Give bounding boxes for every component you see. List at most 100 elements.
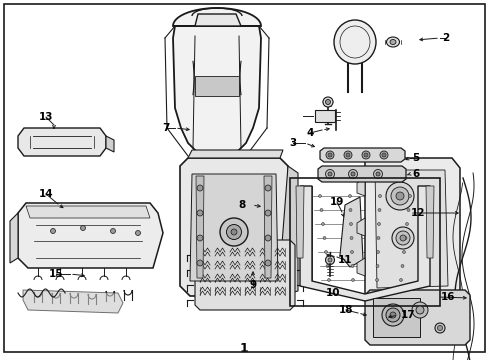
Polygon shape [23,290,123,313]
Text: 10: 10 [325,288,340,298]
Text: 1: 1 [239,342,248,355]
Ellipse shape [226,225,241,239]
Ellipse shape [349,222,352,225]
Ellipse shape [377,208,380,212]
Ellipse shape [325,151,333,159]
Ellipse shape [399,279,402,282]
Polygon shape [10,213,18,263]
Ellipse shape [402,251,405,253]
Ellipse shape [348,170,357,179]
Ellipse shape [351,279,354,282]
Ellipse shape [361,151,369,159]
Polygon shape [364,158,459,306]
Ellipse shape [434,323,444,333]
Ellipse shape [343,151,351,159]
Ellipse shape [381,153,385,157]
Polygon shape [187,150,283,158]
Ellipse shape [389,312,395,318]
Polygon shape [317,166,405,182]
Ellipse shape [403,237,406,239]
Text: 18: 18 [338,305,352,315]
Text: 17: 17 [400,310,414,320]
Polygon shape [264,176,271,278]
Text: 8: 8 [238,200,245,210]
Ellipse shape [327,258,331,262]
Ellipse shape [346,153,349,157]
Text: 11: 11 [337,255,351,265]
Ellipse shape [197,260,203,266]
Ellipse shape [375,279,378,282]
Ellipse shape [349,237,352,239]
Ellipse shape [323,237,325,239]
Ellipse shape [385,182,413,210]
Polygon shape [372,298,419,337]
Ellipse shape [325,99,330,104]
Ellipse shape [197,235,203,241]
Text: 14: 14 [39,189,53,199]
Ellipse shape [376,237,379,239]
Text: 16: 16 [440,292,454,302]
Ellipse shape [379,151,387,159]
Text: 19: 19 [329,197,344,207]
Ellipse shape [264,185,270,191]
Polygon shape [356,218,364,236]
Ellipse shape [318,194,321,198]
Ellipse shape [327,153,331,157]
Ellipse shape [378,194,381,198]
Ellipse shape [406,208,409,212]
Ellipse shape [348,194,351,198]
Ellipse shape [373,170,382,179]
Polygon shape [195,76,239,96]
Ellipse shape [220,218,247,246]
Ellipse shape [325,256,334,265]
Polygon shape [319,148,404,162]
Ellipse shape [415,306,423,314]
Polygon shape [195,240,294,310]
Ellipse shape [333,20,375,64]
Polygon shape [278,166,297,296]
Text: 12: 12 [410,208,425,218]
Ellipse shape [327,172,331,176]
Ellipse shape [437,325,442,330]
Ellipse shape [405,222,407,225]
Ellipse shape [350,251,353,253]
Polygon shape [18,128,106,156]
Text: 5: 5 [411,153,419,163]
Polygon shape [106,136,114,152]
Ellipse shape [324,251,327,253]
Text: 9: 9 [249,280,256,290]
Polygon shape [364,290,469,345]
Polygon shape [295,186,304,258]
Ellipse shape [135,230,140,235]
Polygon shape [299,186,429,301]
Ellipse shape [377,222,380,225]
Text: 13: 13 [39,112,53,122]
Ellipse shape [230,229,237,235]
Text: 6: 6 [411,169,419,179]
Ellipse shape [381,304,403,326]
Polygon shape [173,8,261,156]
Ellipse shape [376,251,379,253]
Ellipse shape [399,235,405,241]
Ellipse shape [350,172,354,176]
Polygon shape [26,206,150,218]
Text: 15: 15 [49,269,63,279]
Ellipse shape [407,194,411,198]
Ellipse shape [325,170,334,179]
Text: 3: 3 [289,138,296,148]
Text: 7: 7 [162,123,169,133]
Text: 2: 2 [442,33,448,43]
Polygon shape [374,170,447,288]
Polygon shape [314,110,334,122]
Ellipse shape [395,231,409,245]
Polygon shape [339,197,362,267]
Ellipse shape [400,265,403,267]
Ellipse shape [319,208,323,212]
Ellipse shape [197,210,203,216]
Ellipse shape [110,229,115,234]
Ellipse shape [327,279,330,282]
Ellipse shape [350,265,353,267]
Polygon shape [190,174,278,281]
Ellipse shape [389,40,395,45]
Ellipse shape [411,302,427,318]
